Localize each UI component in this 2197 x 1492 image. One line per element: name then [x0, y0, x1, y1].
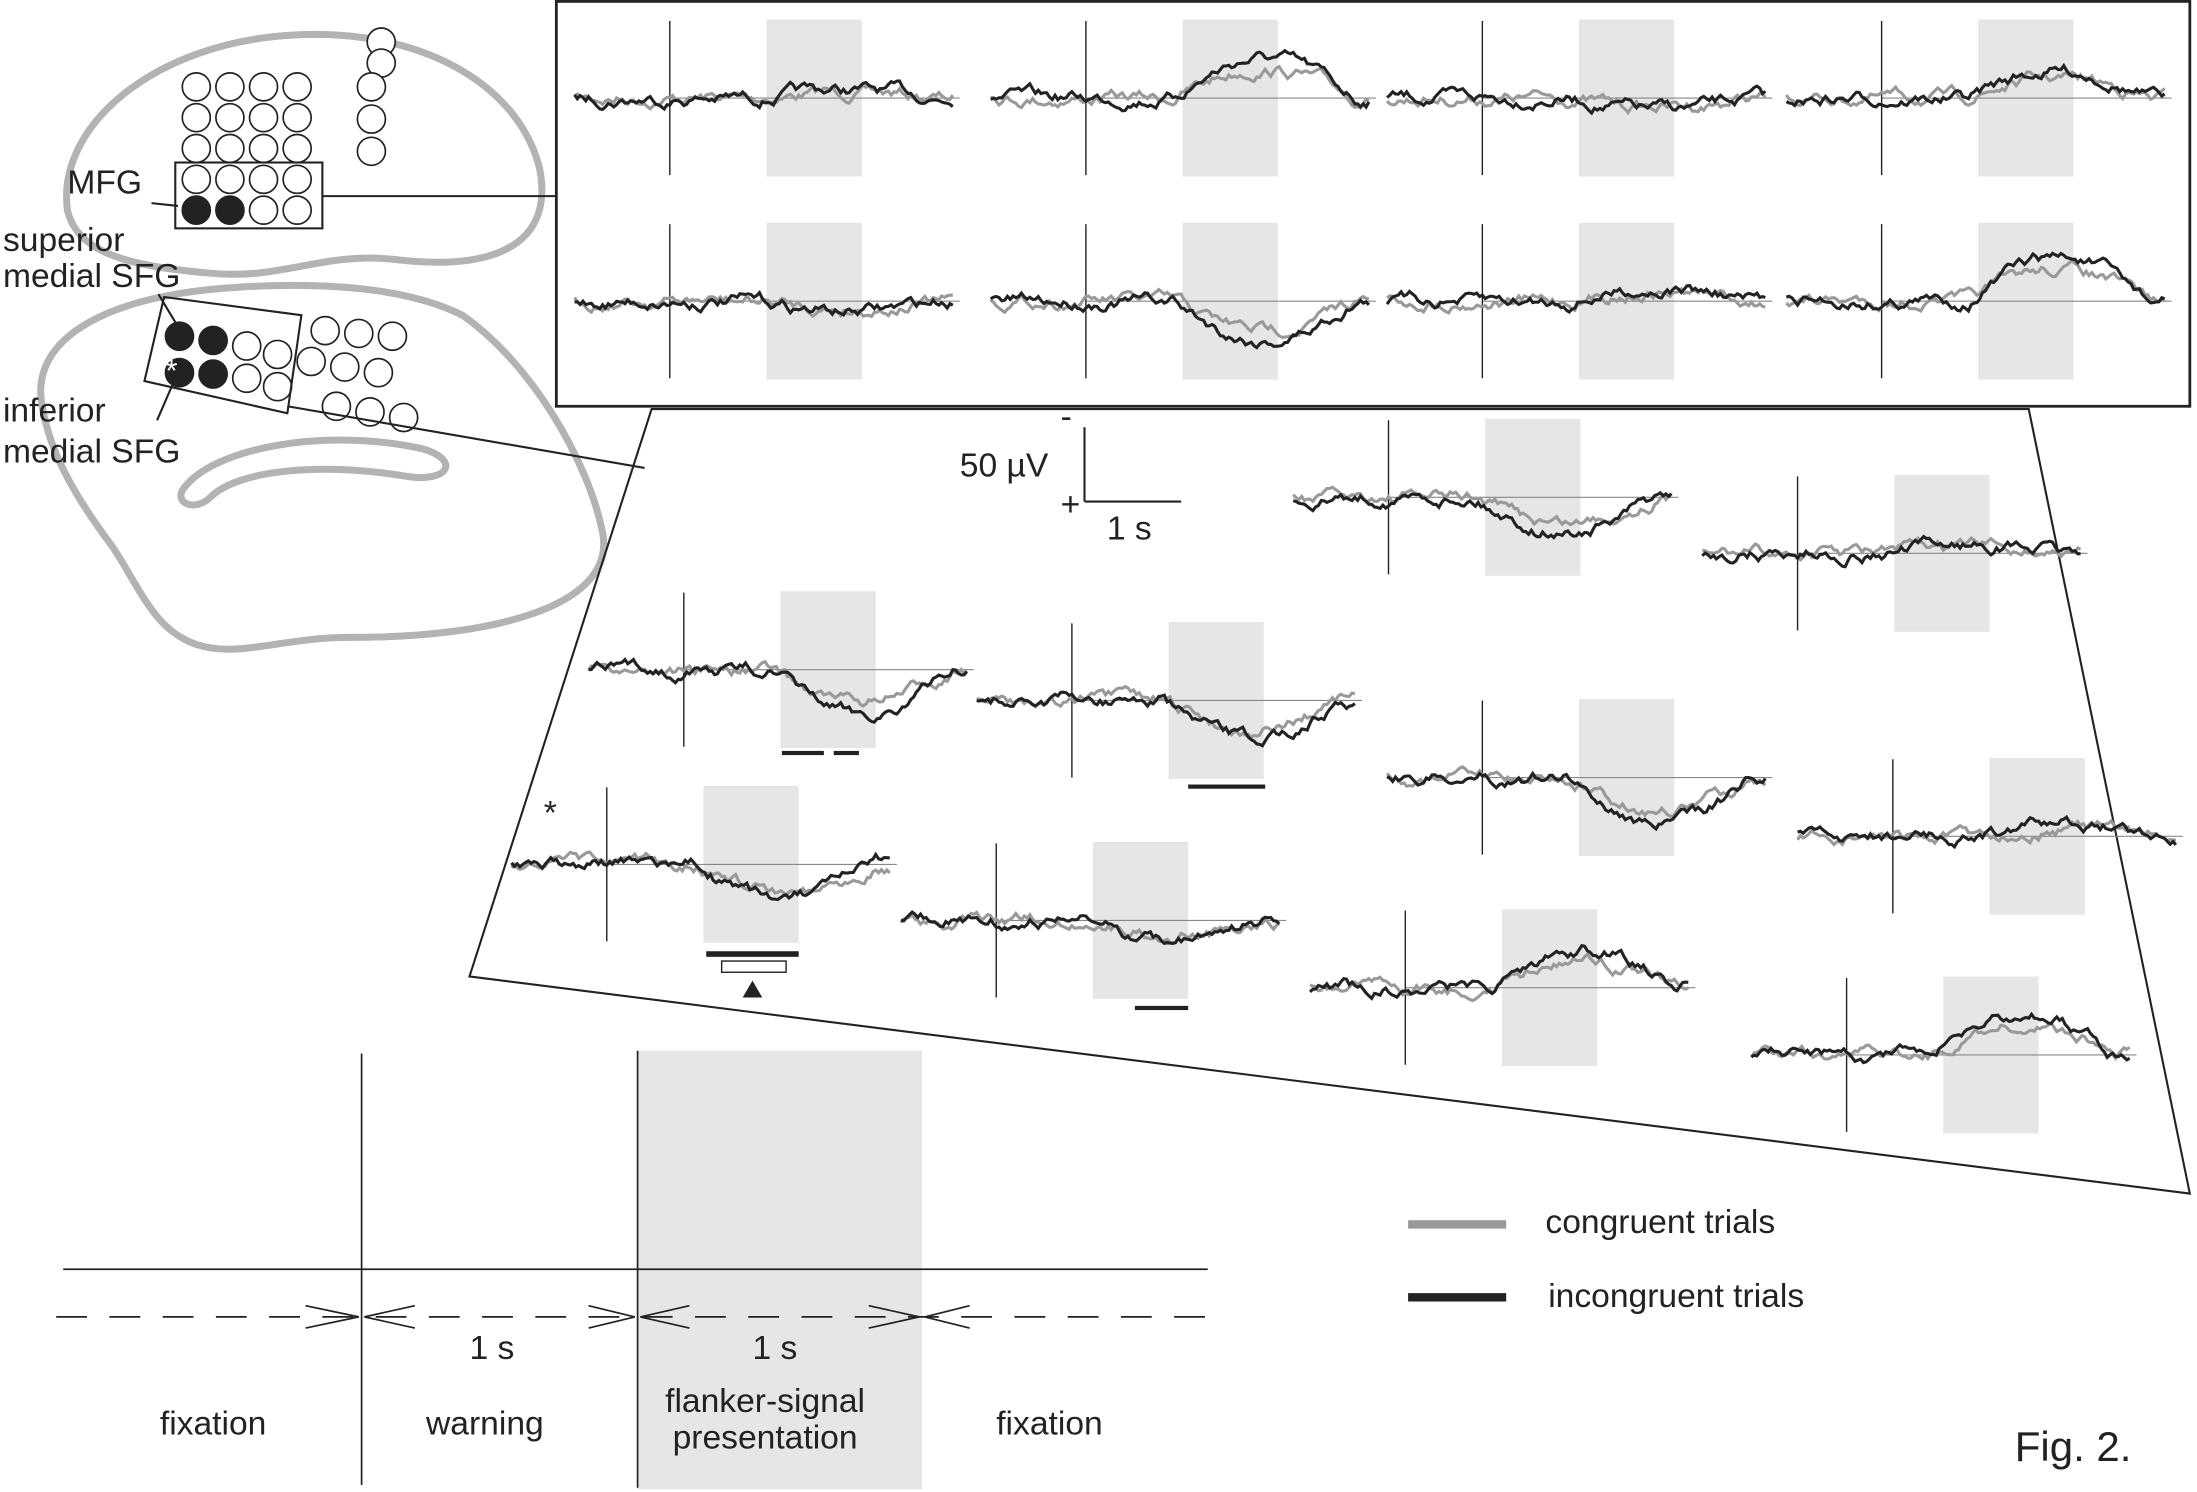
duration-label: 1 s — [469, 1330, 514, 1367]
phase-label: fixation — [996, 1406, 1103, 1443]
electrode — [165, 322, 193, 350]
electrode — [182, 134, 210, 162]
electrode — [357, 105, 385, 133]
superior-label: medial SFG — [3, 258, 180, 295]
electrode — [357, 73, 385, 101]
electrode — [216, 73, 244, 101]
trace — [512, 852, 890, 895]
electrode — [311, 317, 339, 345]
electrode — [216, 165, 244, 193]
legend-label: congruent trials — [1545, 1204, 1775, 1241]
phase-label: fixation — [160, 1406, 267, 1443]
scale-positive: + — [1061, 487, 1081, 524]
electrode — [378, 322, 406, 350]
electrodes — [165, 28, 417, 431]
electrode-asterisk: * — [165, 353, 177, 388]
phase-label: presentation — [673, 1420, 858, 1457]
electrode — [283, 165, 311, 193]
trace — [1798, 817, 2176, 847]
electrode — [233, 332, 261, 360]
electrode — [216, 104, 244, 132]
phase-label: warning — [425, 1406, 544, 1443]
electrode — [250, 196, 278, 224]
legend-label: incongruent trials — [1548, 1278, 1804, 1315]
electrode — [264, 373, 292, 401]
electrode — [250, 104, 278, 132]
electrode — [250, 73, 278, 101]
electrode — [182, 165, 210, 193]
electrode — [283, 104, 311, 132]
trace — [1310, 946, 1688, 999]
electrode — [357, 137, 385, 165]
scale-amplitude: 50 µV — [960, 447, 1049, 484]
phase-labels: fixation warning flanker-signalpresentatio… — [160, 1383, 1103, 1456]
trace-marker: * — [544, 795, 557, 832]
trace-panels — [512, 20, 2183, 1134]
scale-time: 1 s — [1107, 510, 1152, 547]
electrode — [345, 319, 373, 347]
scale-negative: - — [1061, 398, 1072, 435]
electrode — [216, 134, 244, 162]
scale-bar — [1084, 427, 1181, 501]
electrode — [283, 134, 311, 162]
trace — [575, 81, 953, 109]
electrode — [216, 196, 244, 224]
inferior-label: inferior — [3, 393, 106, 430]
electrode — [182, 73, 210, 101]
electrode — [283, 73, 311, 101]
trace — [991, 67, 1369, 108]
trace — [575, 293, 953, 315]
electrode — [331, 353, 359, 381]
electrode — [199, 360, 227, 388]
electrode — [283, 196, 311, 224]
electrode — [199, 326, 227, 354]
trace — [991, 51, 1369, 111]
electrode — [182, 196, 210, 224]
inferior-label: medial SFG — [3, 433, 180, 470]
trace — [1387, 773, 1765, 828]
trace — [977, 687, 1355, 738]
superior-label: superior — [3, 222, 124, 259]
mfg-label: MFG — [67, 164, 142, 201]
electrode — [364, 359, 392, 387]
phase-label: flanker-signal — [665, 1383, 865, 1420]
electrode — [264, 340, 292, 368]
trace — [1387, 286, 1765, 312]
electrode — [233, 364, 261, 392]
trace — [901, 912, 1279, 943]
electrode — [182, 104, 210, 132]
electrode — [297, 347, 325, 375]
duration-label: 1 s — [752, 1330, 797, 1367]
figure-label: Fig. 2. — [2015, 1423, 2132, 1470]
trace — [575, 85, 953, 109]
figure: MFG superior medial SFG inferior medial … — [0, 0, 2197, 1492]
trace — [512, 854, 890, 899]
electrode — [250, 165, 278, 193]
electrode — [250, 134, 278, 162]
